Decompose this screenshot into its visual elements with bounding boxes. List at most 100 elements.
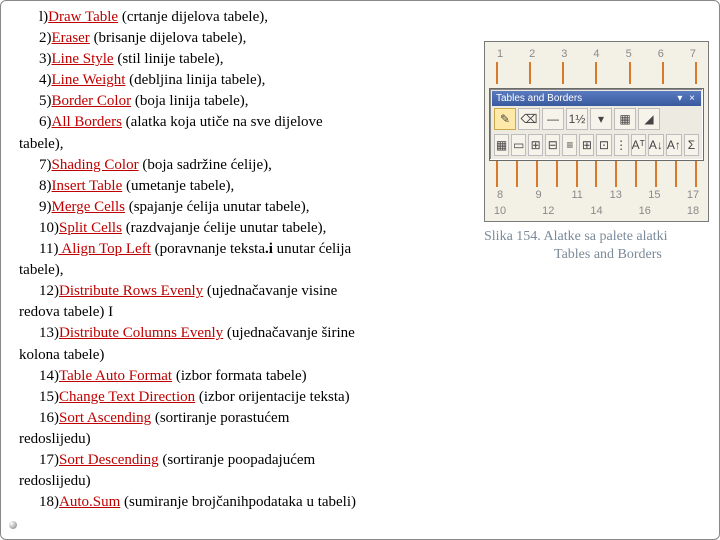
top-number-row: 1234567 xyxy=(489,46,704,62)
item-desc: (debljina linija tabele), xyxy=(125,72,265,88)
item-number: 13) xyxy=(39,325,59,341)
item-number: l) xyxy=(39,9,48,25)
pointer-line xyxy=(536,161,538,187)
list-item: 18)Auto.Sum (sumiranje brojčanihpodataka… xyxy=(39,492,480,512)
list-continuation: redoslijedu) xyxy=(19,471,480,491)
toolbar-button[interactable]: ▭ xyxy=(511,134,526,156)
item-desc: (sumiranje brojčanihpodataka u tabeli) xyxy=(120,494,356,510)
list-item: 17)Sort Descending (sortiranje poopadaju… xyxy=(39,450,480,470)
list-item: 14)Table Auto Format (izbor formata tabe… xyxy=(39,366,480,386)
item-desc: (ujednačavanje visine xyxy=(203,283,337,299)
item-number: 18) xyxy=(39,494,59,510)
item-number: 3) xyxy=(39,51,52,67)
item-number: 10) xyxy=(39,220,59,236)
item-number: 8) xyxy=(39,178,52,194)
figure-number: 1 xyxy=(493,48,507,60)
bottom-number-row-a: 8911131517 xyxy=(489,187,704,203)
item-term: All Borders xyxy=(52,114,122,130)
list-item: 16)Sort Ascending (sortiranje porastućem xyxy=(39,408,480,428)
list-item: 2)Eraser (brisanje dijelova tabele), xyxy=(39,28,480,48)
list-item: l)Draw Table (crtanje dijelova tabele), xyxy=(39,7,480,27)
toolbar-button[interactable]: Σ xyxy=(684,134,699,156)
item-number: 12) xyxy=(39,283,59,299)
figure-number: 12 xyxy=(541,205,555,217)
toolbar-button[interactable]: Aᵀ xyxy=(631,134,646,156)
toolbar-button[interactable]: ✎ xyxy=(494,108,516,130)
item-term: Sort Descending xyxy=(59,452,159,468)
list-continuation: redoslijedu) xyxy=(19,429,480,449)
item-desc: (stil linije tabele), xyxy=(114,51,224,67)
toolbar-button[interactable]: 1½ xyxy=(566,108,588,130)
item-number: 14) xyxy=(39,368,59,384)
pointer-line xyxy=(595,161,597,187)
toolbar-button[interactable]: ⋮ xyxy=(614,134,629,156)
item-term: Merge Cells xyxy=(52,199,125,215)
figure-number: 18 xyxy=(686,205,700,217)
pointer-line xyxy=(595,62,597,84)
pointer-line xyxy=(516,161,518,187)
item-term: Split Cells xyxy=(59,220,122,236)
item-term: Insert Table xyxy=(52,178,123,194)
figure-number: 5 xyxy=(622,48,636,60)
pointer-line xyxy=(655,161,657,187)
toolbar-button[interactable]: A↑ xyxy=(666,134,682,156)
list-item: 13)Distribute Columns Evenly (ujednačava… xyxy=(39,323,480,343)
item-number: 11) xyxy=(39,241,58,257)
definition-list: l)Draw Table (crtanje dijelova tabele),2… xyxy=(19,7,484,533)
toolbar-button[interactable]: A↓ xyxy=(648,134,664,156)
top-pointer-row xyxy=(489,62,704,88)
toolbar-button[interactable]: ◢ xyxy=(638,108,660,130)
toolbar-button[interactable]: ⊞ xyxy=(579,134,594,156)
figure-number: 16 xyxy=(638,205,652,217)
item-term: Distribute Columns Evenly xyxy=(59,325,223,341)
item-number: 9) xyxy=(39,199,52,215)
item-desc: (sortiranje poopadajućem xyxy=(159,452,316,468)
figure-caption: Slika 154. Alatke sa palete alatki Table… xyxy=(484,228,709,264)
figure-number: 13 xyxy=(609,189,623,201)
figure-number: 6 xyxy=(654,48,668,60)
toolbar-button[interactable]: ⌫ xyxy=(518,108,540,130)
list-item: 9)Merge Cells (spajanje ćelija unutar ta… xyxy=(39,197,480,217)
toolbar-button[interactable]: ▦ xyxy=(494,134,509,156)
figure-number: 10 xyxy=(493,205,507,217)
item-number: 17) xyxy=(39,452,59,468)
item-desc: (razdvajanje ćelije unutar tabele), xyxy=(122,220,326,236)
toolbar-button[interactable]: ▾ xyxy=(590,108,612,130)
pointer-line xyxy=(529,62,531,84)
pointer-line xyxy=(629,62,631,84)
toolbar-button[interactable]: — xyxy=(542,108,564,130)
item-term: Sort Ascending xyxy=(59,410,151,426)
slide-bullet-icon xyxy=(9,521,17,529)
toolbar-button[interactable]: ≡ xyxy=(562,134,577,156)
toolbar-button[interactable]: ▦ xyxy=(614,108,636,130)
figure-number: 7 xyxy=(686,48,700,60)
pointer-line xyxy=(556,161,558,187)
figure-caption-line-2: Tables and Borders xyxy=(484,247,662,262)
toolbar-button[interactable]: ⊟ xyxy=(545,134,560,156)
item-number: 16) xyxy=(39,410,59,426)
item-desc: (crtanje dijelova tabele), xyxy=(118,9,268,25)
toolbar-title: Tables and Borders xyxy=(496,93,582,104)
item-desc: (poravnanje teksta xyxy=(151,241,265,257)
item-desc: (spajanje ćelija unutar tabele), xyxy=(125,199,310,215)
toolbar-button[interactable]: ⊞ xyxy=(528,134,543,156)
toolbar-title-bar: Tables and Borders ▾ × xyxy=(492,91,701,106)
item-term: Border Color xyxy=(52,93,132,109)
item-desc: (sortiranje porastućem xyxy=(151,410,289,426)
item-number: 7) xyxy=(39,157,52,173)
toolbar-button[interactable]: ⊡ xyxy=(596,134,611,156)
figure-number: 3 xyxy=(557,48,571,60)
item-desc: (boja linija tabele), xyxy=(131,93,248,109)
list-continuation: tabele), xyxy=(19,260,480,280)
item-desc: (brisanje dijelova tabele), xyxy=(90,30,247,46)
item-term: Align Top Left xyxy=(58,241,150,257)
item-number: 6) xyxy=(39,114,52,130)
list-item: 15)Change Text Direction (izbor orijenta… xyxy=(39,387,480,407)
figure-number: 4 xyxy=(589,48,603,60)
item-term: Eraser xyxy=(52,30,90,46)
list-item: 12)Distribute Rows Evenly (ujednačavanje… xyxy=(39,281,480,301)
pointer-line xyxy=(695,161,697,187)
figure-panel: 1234567 Tables and Borders ▾ × ✎⌫—1½▾▦◢ … xyxy=(484,7,709,533)
pointer-line xyxy=(635,161,637,187)
item-bold: .i xyxy=(265,241,273,257)
